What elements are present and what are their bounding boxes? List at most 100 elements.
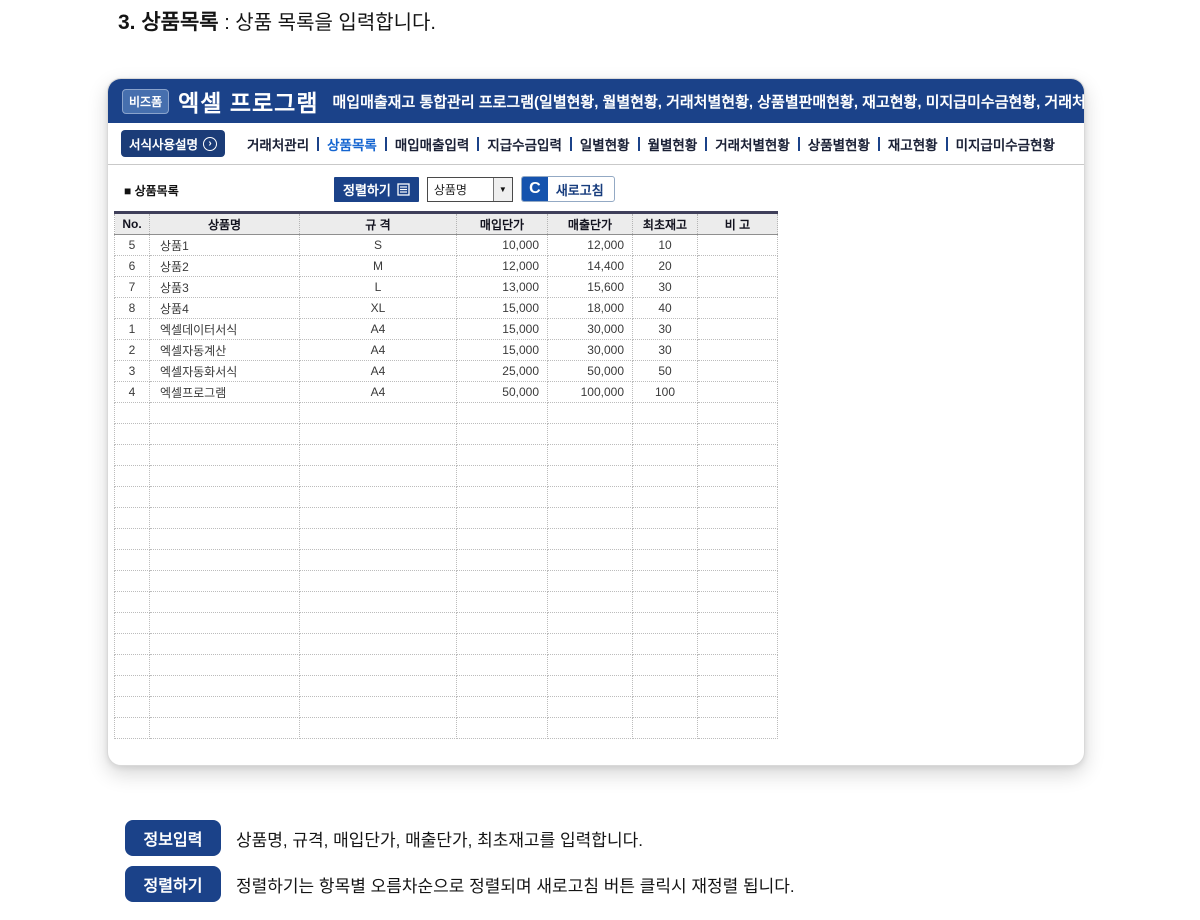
table-cell[interactable]: 30,000	[547, 318, 633, 340]
sort-button[interactable]: 정렬하기	[334, 176, 419, 202]
table-cell[interactable]	[299, 549, 457, 571]
table-cell[interactable]	[697, 234, 778, 256]
table-cell[interactable]	[149, 717, 300, 739]
table-cell[interactable]	[149, 633, 300, 655]
table-cell[interactable]	[114, 402, 150, 424]
nav-tab[interactable]: 월별현황	[647, 137, 698, 153]
table-cell[interactable]	[114, 654, 150, 676]
nav-tab[interactable]: 상품별현황	[807, 137, 870, 153]
table-cell[interactable]	[456, 570, 548, 592]
table-cell[interactable]	[632, 423, 698, 445]
table-cell[interactable]: A4	[299, 360, 457, 382]
table-cell[interactable]	[114, 507, 150, 529]
table-cell[interactable]	[547, 528, 633, 550]
table-cell[interactable]	[149, 675, 300, 697]
table-cell[interactable]	[456, 465, 548, 487]
table-cell[interactable]: S	[299, 234, 457, 256]
table-cell[interactable]	[299, 675, 457, 697]
table-cell[interactable]	[456, 633, 548, 655]
table-cell[interactable]: 10,000	[456, 234, 548, 256]
table-cell[interactable]	[547, 570, 633, 592]
table-cell[interactable]	[299, 633, 457, 655]
table-cell[interactable]	[114, 633, 150, 655]
nav-tab[interactable]: 거래처별현황	[715, 137, 790, 153]
table-cell[interactable]	[547, 507, 633, 529]
table-cell[interactable]: 엑셀데이터서식	[149, 318, 300, 340]
table-cell[interactable]	[299, 423, 457, 445]
table-cell[interactable]	[697, 528, 778, 550]
table-cell[interactable]	[547, 675, 633, 697]
table-cell[interactable]	[632, 654, 698, 676]
table-cell[interactable]	[697, 612, 778, 634]
table-cell[interactable]: 5	[114, 234, 150, 256]
table-cell[interactable]	[697, 591, 778, 613]
table-cell[interactable]	[149, 507, 300, 529]
table-cell[interactable]	[149, 549, 300, 571]
table-cell[interactable]	[299, 465, 457, 487]
table-cell[interactable]	[114, 486, 150, 508]
table-cell[interactable]: 10	[632, 234, 698, 256]
table-cell[interactable]	[547, 696, 633, 718]
table-cell[interactable]	[456, 591, 548, 613]
table-cell[interactable]	[697, 507, 778, 529]
table-cell[interactable]	[697, 654, 778, 676]
table-cell[interactable]	[114, 717, 150, 739]
table-cell[interactable]	[149, 423, 300, 445]
table-cell[interactable]: 15,000	[456, 297, 548, 319]
table-cell[interactable]	[697, 675, 778, 697]
table-cell[interactable]: 3	[114, 360, 150, 382]
table-cell[interactable]	[299, 486, 457, 508]
table-cell[interactable]	[456, 528, 548, 550]
table-cell[interactable]	[632, 486, 698, 508]
table-cell[interactable]: 엑셀자동계산	[149, 339, 300, 361]
table-cell[interactable]	[697, 717, 778, 739]
table-cell[interactable]: 25,000	[456, 360, 548, 382]
table-cell[interactable]	[697, 255, 778, 277]
table-cell[interactable]	[456, 444, 548, 466]
table-cell[interactable]: 12,000	[547, 234, 633, 256]
table-cell[interactable]: XL	[299, 297, 457, 319]
table-cell[interactable]	[149, 654, 300, 676]
table-cell[interactable]	[632, 549, 698, 571]
table-cell[interactable]: 엑셀자동화서식	[149, 360, 300, 382]
table-cell[interactable]: 30	[632, 276, 698, 298]
table-cell[interactable]	[114, 591, 150, 613]
table-cell[interactable]	[114, 528, 150, 550]
table-cell[interactable]: 8	[114, 297, 150, 319]
nav-tab[interactable]: 일별현황	[579, 137, 630, 153]
table-cell[interactable]: 4	[114, 381, 150, 403]
table-cell[interactable]	[632, 717, 698, 739]
table-cell[interactable]: 엑셀프로그램	[149, 381, 300, 403]
table-cell[interactable]: 30,000	[547, 339, 633, 361]
table-cell[interactable]	[547, 633, 633, 655]
table-cell[interactable]: 100,000	[547, 381, 633, 403]
table-cell[interactable]	[632, 528, 698, 550]
refresh-button[interactable]: C 새로고침	[520, 176, 615, 202]
table-cell[interactable]	[697, 360, 778, 382]
table-cell[interactable]: 7	[114, 276, 150, 298]
sort-field-select[interactable]: 상품명 ▼	[426, 176, 513, 202]
table-cell[interactable]	[697, 696, 778, 718]
table-cell[interactable]: 상품3	[149, 276, 300, 298]
chevron-down-icon[interactable]: ▼	[492, 177, 512, 201]
table-cell[interactable]	[547, 402, 633, 424]
table-cell[interactable]: 20	[632, 255, 698, 277]
table-cell[interactable]	[632, 507, 698, 529]
table-cell[interactable]: 상품1	[149, 234, 300, 256]
table-cell[interactable]	[114, 675, 150, 697]
table-cell[interactable]: M	[299, 255, 457, 277]
table-cell[interactable]	[697, 381, 778, 403]
table-cell[interactable]: A4	[299, 339, 457, 361]
table-cell[interactable]	[697, 423, 778, 445]
table-cell[interactable]: 30	[632, 339, 698, 361]
table-cell[interactable]: 15,000	[456, 318, 548, 340]
table-cell[interactable]	[149, 444, 300, 466]
table-cell[interactable]	[547, 465, 633, 487]
table-cell[interactable]: 13,000	[456, 276, 548, 298]
table-cell[interactable]	[149, 486, 300, 508]
table-cell[interactable]: 상품4	[149, 297, 300, 319]
table-cell[interactable]	[299, 654, 457, 676]
table-cell[interactable]: 50,000	[456, 381, 548, 403]
table-cell[interactable]	[456, 549, 548, 571]
table-cell[interactable]	[456, 675, 548, 697]
